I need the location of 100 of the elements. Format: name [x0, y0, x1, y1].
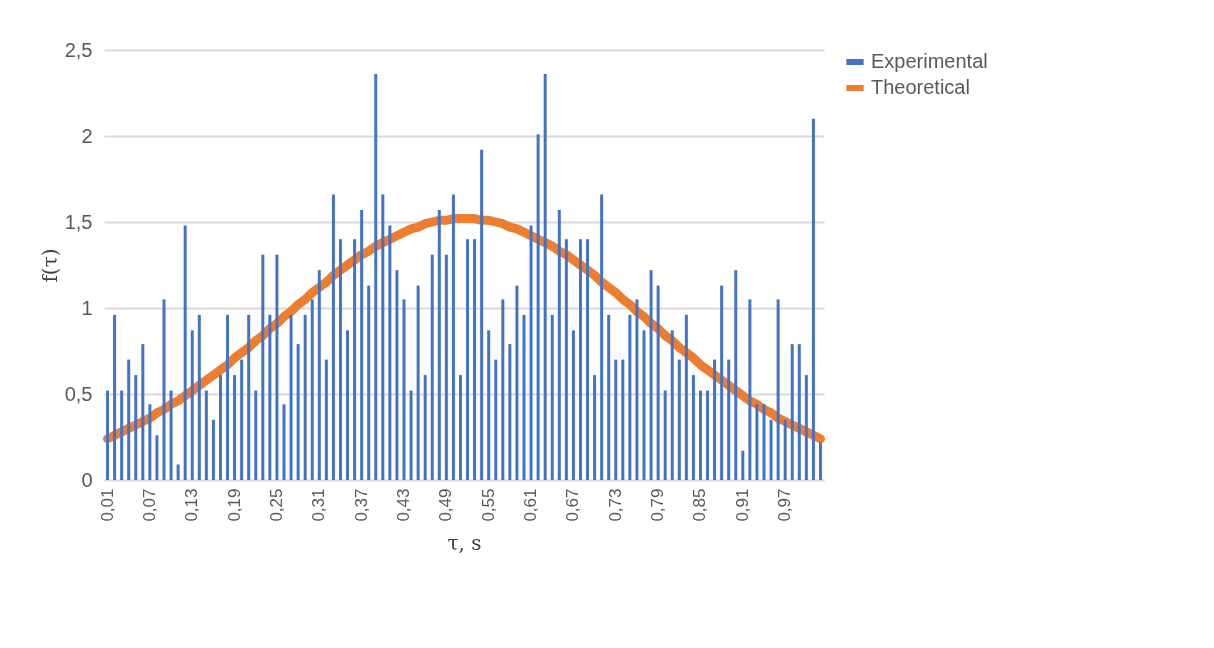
x-tick-label: 0,19: [224, 488, 244, 522]
bar: [296, 344, 300, 480]
x-tick-label: 0,07: [139, 488, 159, 522]
bar: [769, 419, 773, 480]
bar: [466, 239, 470, 480]
legend-label: Experimental: [871, 50, 988, 72]
bar: [720, 285, 724, 480]
bar: [741, 450, 745, 480]
bar: [713, 359, 717, 480]
bar: [458, 375, 462, 480]
bar: [254, 390, 258, 480]
x-tick-label: 0,43: [394, 488, 413, 522]
bar: [240, 359, 244, 480]
bar: [197, 314, 201, 480]
x-axis-title: τ, s: [447, 530, 482, 555]
x-tick-label: 0,67: [563, 488, 583, 522]
bar: [543, 74, 547, 480]
bar: [727, 359, 731, 480]
bar: [324, 359, 328, 480]
bar: [218, 375, 222, 480]
bar: [331, 194, 335, 480]
bar: [600, 194, 604, 480]
bar: [564, 239, 568, 480]
bar: [367, 285, 371, 480]
bar: [451, 194, 455, 480]
bar: [748, 299, 752, 480]
bar: [338, 239, 342, 480]
y-tick-label: 0,5: [64, 382, 93, 405]
bar: [536, 134, 540, 480]
bar: [487, 330, 491, 480]
bar: [381, 194, 385, 480]
bar: [176, 464, 180, 480]
bar: [388, 225, 392, 480]
x-tick-label: 0,79: [648, 488, 668, 522]
bar: [783, 419, 787, 480]
x-tick-label: 0,37: [351, 488, 371, 522]
bar: [162, 299, 166, 480]
bar: [268, 314, 272, 480]
x-tick-label: 0,31: [309, 488, 329, 522]
bar: [247, 314, 251, 480]
bar: [755, 404, 759, 480]
bar: [473, 239, 477, 480]
x-tick-label: 0,73: [605, 488, 625, 522]
bar: [790, 344, 794, 480]
bar: [303, 314, 307, 480]
x-tick-label: 0,49: [436, 488, 456, 522]
bar: [642, 330, 646, 480]
bar: [360, 209, 364, 480]
bar: [797, 344, 801, 480]
bar: [444, 254, 448, 480]
bar: [734, 270, 738, 480]
bar: [501, 299, 505, 480]
bar: [430, 254, 434, 480]
bar: [508, 344, 512, 480]
bar: [275, 254, 279, 480]
bar: [155, 435, 159, 480]
y-tick-label: 1,5: [64, 210, 93, 233]
bar: [628, 314, 632, 480]
bar: [282, 404, 286, 480]
bar: [183, 225, 187, 480]
bar: [310, 299, 314, 480]
bar: [586, 239, 590, 480]
bar: [233, 375, 237, 480]
bar: [550, 314, 554, 480]
bar: [416, 285, 420, 480]
bar: [776, 299, 780, 480]
bar: [593, 375, 597, 480]
bar: [706, 390, 710, 480]
bar: [614, 359, 618, 480]
x-tick-label: 0,85: [690, 488, 710, 522]
x-tick-label: 0,61: [521, 488, 541, 522]
bar: [663, 390, 667, 480]
bar: [578, 239, 582, 480]
bar: [522, 314, 526, 480]
bar: [423, 375, 427, 480]
bar: [811, 118, 815, 480]
bar: [635, 299, 639, 480]
bar: [211, 419, 215, 480]
bar: [402, 299, 406, 480]
bar: [480, 149, 484, 480]
bar: [818, 442, 822, 480]
x-tick-label: 0,97: [775, 488, 795, 522]
bar: [698, 390, 702, 480]
x-tick-label: 0,91: [732, 488, 752, 522]
bar: [127, 359, 131, 480]
bar: [515, 285, 519, 480]
bar: [691, 375, 695, 480]
bar: [346, 330, 350, 480]
y-tick-label: 2,5: [64, 38, 93, 61]
y-tick-label: 0: [81, 468, 93, 491]
bar: [494, 359, 498, 480]
bar: [621, 359, 625, 480]
bar: [804, 375, 808, 480]
y-tick-label: 2: [81, 124, 93, 147]
bar: [317, 270, 321, 480]
bar: [134, 375, 138, 480]
bar: [409, 390, 413, 480]
bar: [607, 314, 611, 480]
bar: [571, 330, 575, 480]
bar: [677, 359, 681, 480]
